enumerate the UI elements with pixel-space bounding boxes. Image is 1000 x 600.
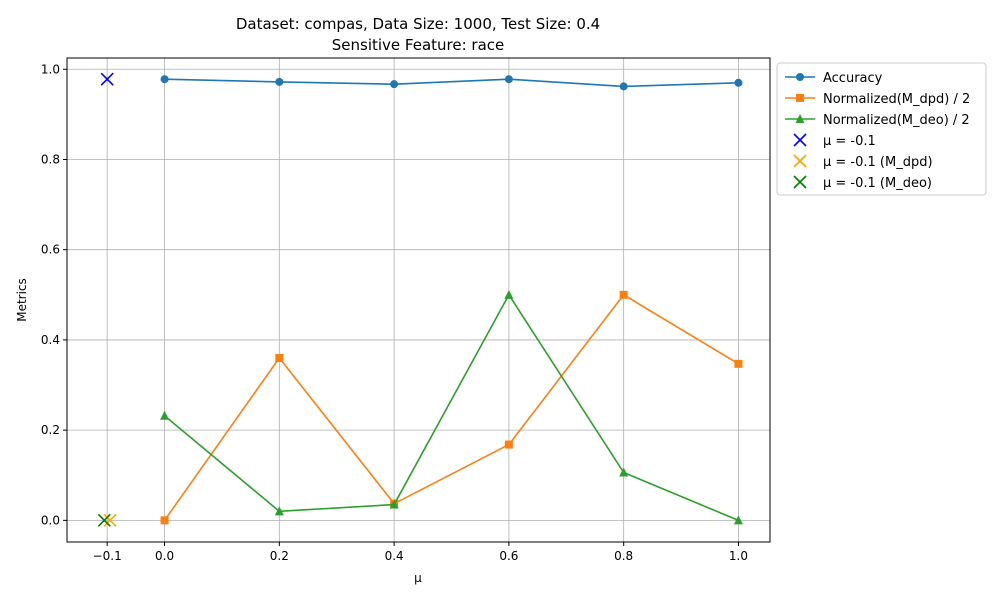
series-3-point	[389, 499, 399, 509]
legend-label: μ = -0.1 (M_dpd)	[823, 155, 933, 170]
chart-title-line-2: Sensitive Feature: race	[332, 36, 505, 54]
legend-box	[776, 62, 987, 196]
legend-label: Normalized(M_deo) / 2	[823, 113, 970, 128]
x-tick-label: 0.8	[614, 549, 633, 563]
x-axis-title: μ	[414, 571, 422, 585]
legend-marker	[796, 73, 804, 81]
legend-entry: Normalized(M_deo) / 2	[785, 113, 970, 128]
series-1-line	[164, 78, 739, 88]
legend-label: Accuracy	[823, 71, 883, 86]
series-1-point	[160, 75, 169, 84]
legend-label: μ = -0.1	[823, 134, 876, 149]
series-2-point	[619, 290, 628, 299]
highlight-points	[97, 72, 117, 527]
legend: Accuracy Normalized(M_dpd) / 2 Normalized(…	[776, 62, 987, 196]
series-1	[160, 75, 743, 91]
legend-entry: μ = -0.1 (M_dpd)	[793, 154, 933, 170]
series-3-point	[619, 467, 629, 477]
series-1-point	[619, 82, 628, 91]
series-3-point	[160, 410, 170, 420]
legend-marker	[793, 133, 807, 147]
x-tick-label: 1.0	[729, 549, 748, 563]
chart-title-line-1: Dataset: compas, Data Size: 1000, Test S…	[236, 15, 600, 33]
plot-frame	[66, 57, 771, 543]
plot-area	[67, 58, 770, 542]
series-layer	[160, 75, 743, 525]
grid	[67, 58, 770, 542]
y-tick-label: 0.6	[41, 243, 60, 257]
highlight-point-1	[100, 72, 114, 86]
y-tick-label: 0.2	[41, 423, 60, 437]
series-2-point	[160, 516, 169, 525]
legend-marker	[796, 94, 804, 102]
series-2-line	[163, 293, 739, 521]
x-tick-label: 0.0	[155, 549, 174, 563]
legend-label: μ = -0.1 (M_deo)	[823, 176, 932, 191]
series-1-point	[275, 77, 284, 86]
legend-entry: Accuracy	[785, 71, 883, 86]
series-2-point	[275, 353, 284, 362]
legend-entry: μ = -0.1	[793, 133, 876, 149]
highlight-point-3	[97, 513, 111, 527]
legend-entry: Normalized(M_dpd) / 2	[785, 92, 970, 107]
highlight-point-2	[103, 513, 117, 527]
series-2-point	[504, 440, 513, 449]
y-axis-title: Metrics	[15, 278, 29, 322]
legend-marker	[793, 154, 807, 168]
x-tick-label: 0.4	[385, 549, 404, 563]
series-1-point	[504, 75, 513, 84]
series-3-line	[164, 293, 739, 522]
series-1-point	[734, 78, 743, 87]
y-tick-label: 0.4	[41, 333, 60, 347]
y-tick-label: 1.0	[41, 62, 60, 76]
series-3-point	[733, 515, 743, 525]
series-1-point	[390, 80, 399, 89]
series-3	[160, 289, 743, 525]
y-tick-label: 0.0	[41, 513, 60, 527]
y-tick-label: 0.8	[41, 152, 60, 166]
x-tick-label: −0.1	[93, 549, 122, 563]
axes: −0.1 0.0 0.2 0.4 0.6 0.8 1.0 0.0 0.2 0.4 0.6 0.8 1.0	[41, 62, 748, 563]
x-tick-label: 0.6	[499, 549, 518, 563]
series-3-point	[504, 289, 514, 299]
legend-marker	[793, 175, 807, 189]
legend-marker	[795, 114, 805, 123]
x-tick-label: 0.2	[270, 549, 289, 563]
legend-entry: μ = -0.1 (M_deo)	[793, 175, 932, 191]
series-2-point	[734, 359, 743, 368]
legend-label: Normalized(M_dpd) / 2	[823, 92, 970, 107]
series-3-point	[274, 506, 284, 516]
